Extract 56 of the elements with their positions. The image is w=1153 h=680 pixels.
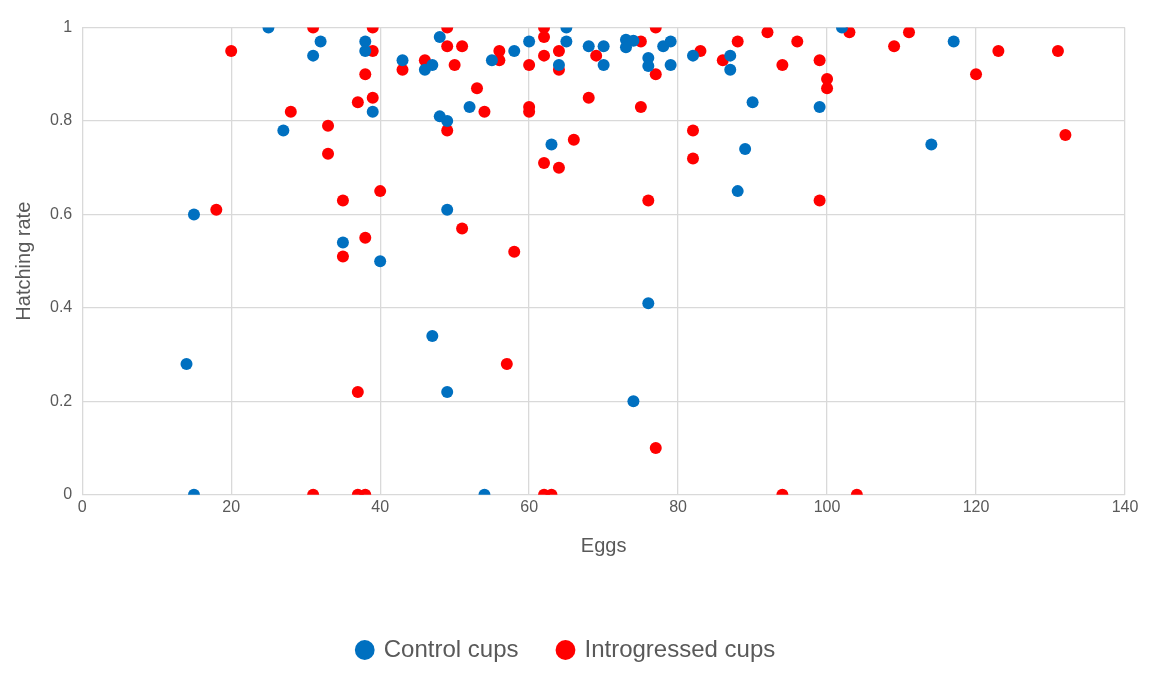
x-axis-title: Eggs xyxy=(580,533,627,556)
point xyxy=(627,395,640,408)
point xyxy=(508,44,521,57)
x-tick-label: 80 xyxy=(669,497,688,515)
point xyxy=(463,101,476,114)
point xyxy=(523,35,536,48)
y-tick-label: 0.6 xyxy=(49,204,73,222)
y-tick-label: 0 xyxy=(63,485,73,503)
point xyxy=(307,49,320,62)
x-tick-label: 100 xyxy=(813,497,841,515)
point xyxy=(396,54,409,67)
x-tick-label: 140 xyxy=(1111,497,1139,515)
point xyxy=(664,58,677,71)
point xyxy=(813,101,826,114)
point xyxy=(545,138,558,151)
point xyxy=(426,58,439,71)
point xyxy=(366,105,379,118)
point xyxy=(441,115,454,128)
point xyxy=(560,35,573,48)
point xyxy=(597,58,610,71)
legend-label: Control cups xyxy=(383,634,519,662)
x-tick-label: 120 xyxy=(962,497,990,515)
point xyxy=(187,208,200,221)
point xyxy=(426,329,439,342)
point xyxy=(731,185,744,198)
point xyxy=(441,203,454,216)
point xyxy=(441,386,454,399)
point xyxy=(433,30,446,43)
x-tick-label: 0 xyxy=(77,497,87,515)
y-tick-label: 0.4 xyxy=(49,298,73,316)
point xyxy=(724,63,737,76)
point xyxy=(947,35,960,48)
point xyxy=(552,58,565,71)
point xyxy=(739,143,752,156)
point xyxy=(597,40,610,53)
point xyxy=(314,35,327,48)
y-axis-title: Hatching rate xyxy=(11,201,34,321)
x-tick-label: 20 xyxy=(222,497,241,515)
point xyxy=(925,138,938,151)
x-tick-label: 60 xyxy=(520,497,539,515)
point xyxy=(582,40,595,53)
x-tick-label: 40 xyxy=(371,497,390,515)
point xyxy=(664,35,677,48)
point xyxy=(336,236,349,249)
point xyxy=(180,357,193,370)
point xyxy=(485,54,498,67)
point xyxy=(277,124,290,137)
point xyxy=(687,49,699,62)
point xyxy=(642,297,655,310)
y-tick-label: 0.2 xyxy=(49,391,73,409)
y-tick-label: 1 xyxy=(63,18,73,36)
y-tick-label: 0.8 xyxy=(49,111,73,129)
point xyxy=(724,49,737,62)
legend-label: Introgressed cups xyxy=(584,634,776,662)
point xyxy=(374,255,387,268)
point xyxy=(746,96,759,109)
